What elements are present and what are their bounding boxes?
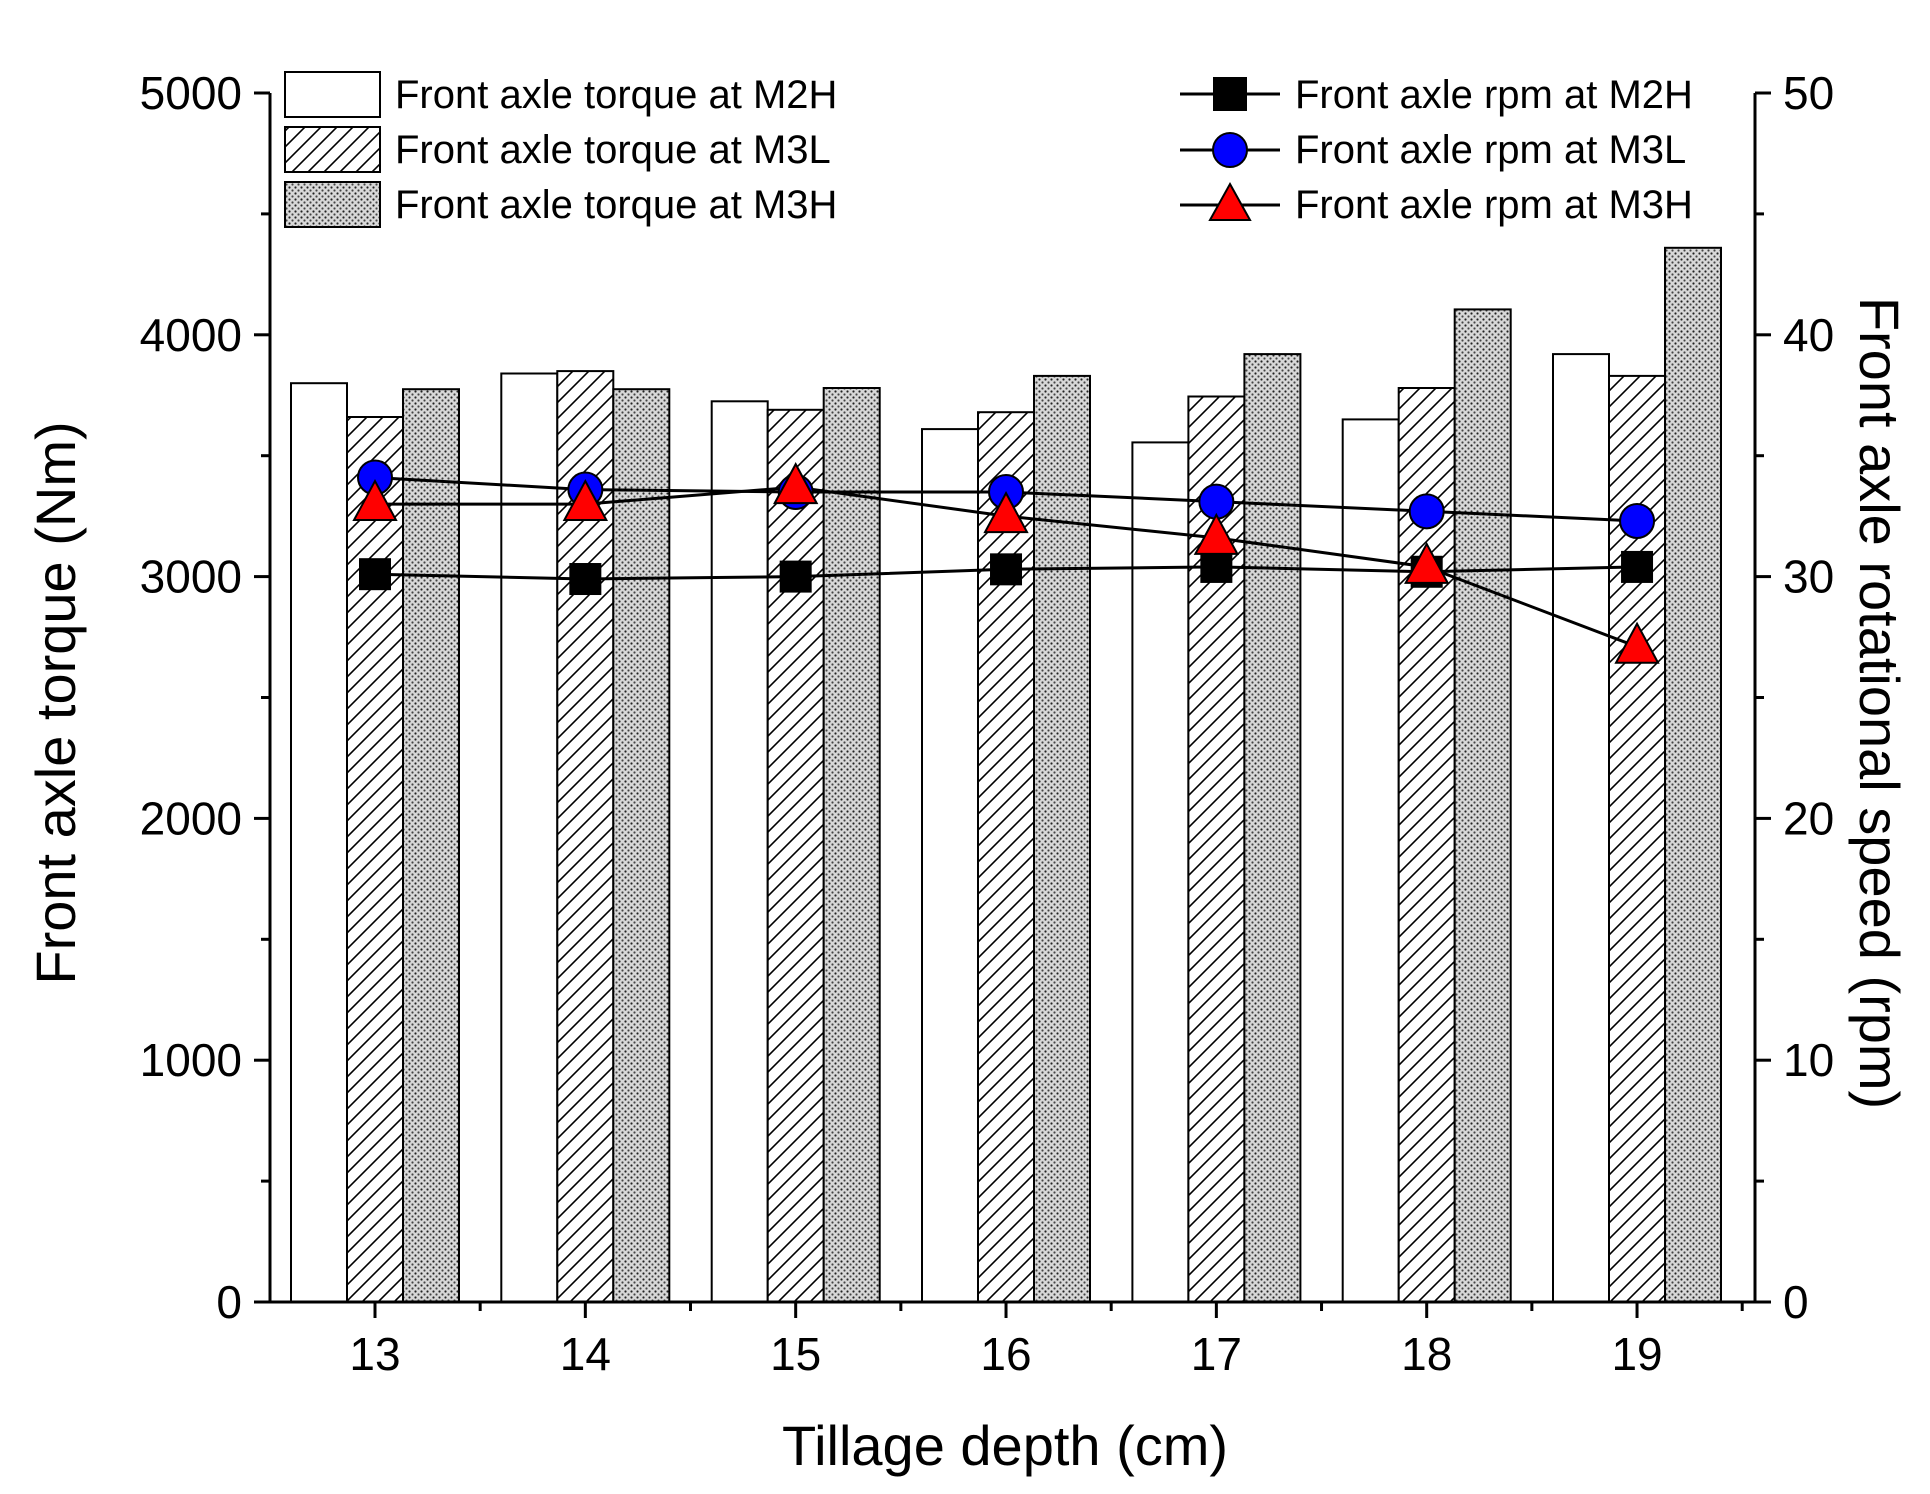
bar-dots-19 [1664,246,1722,1303]
bar-dots-17 [1243,353,1302,1304]
point-triangle-19 [1614,621,1660,664]
y2-tick-label: 40 [1783,309,1834,361]
legend-swatch-m3h-torque [284,181,381,228]
point-circle-19 [1619,502,1656,539]
bar-dots-14 [612,388,671,1303]
legend-label-m3h-rpm: Front axle rpm at M3H [1295,183,1693,227]
bar-hatch-15 [766,408,825,1303]
y2-tick-label: 20 [1783,792,1834,844]
bar-hatch-16 [977,411,1035,1303]
bar-dots-16 [1033,374,1091,1303]
legend-swatch-m3l-torque [284,126,381,173]
bar-white-16 [921,428,979,1304]
y2-tick-label: 30 [1783,551,1834,603]
y2-tick-label: 10 [1783,1034,1834,1086]
point-triangle-14 [562,478,609,522]
legend-bars: Front axle torque at M2H Front axle torq… [284,71,837,228]
y2-tick-label: 50 [1783,67,1834,119]
lines-layer [352,459,1660,664]
y2-tick-label: 0 [1783,1276,1809,1328]
bar-white-14 [500,372,559,1303]
legend-marker-square [1213,77,1247,111]
bar-dots-15 [822,387,881,1303]
y-tick-label: 4000 [140,309,242,361]
y2-axis-title: Front axle rotational speed (rpm) [1848,297,1911,1109]
legend-marker-circle [1212,132,1248,168]
y-axis-title: Front axle torque (Nm) [24,421,87,984]
point-triangle-18 [1404,541,1450,584]
bar-dots-18 [1453,308,1512,1303]
legend-lines: Front axle rpm at M2H Front axle rpm at … [1180,73,1693,227]
point-square-16 [990,553,1023,586]
x-tick-label: 17 [1191,1328,1242,1380]
bar-white-18 [1341,418,1400,1303]
bar-hatch-14 [556,370,615,1304]
legend-swatch-m2h-torque [284,71,381,118]
bar-white-19 [1552,353,1610,1304]
point-triangle-13 [352,478,398,522]
bar-hatch-18 [1397,387,1456,1303]
y-tick-label: 5000 [140,67,242,119]
x-tick-label: 14 [560,1328,611,1380]
point-square-14 [569,563,602,596]
point-circle-18 [1408,493,1445,530]
bar-dots-13 [402,388,460,1303]
y-tick-label: 0 [216,1276,242,1328]
bar-hatch-13 [346,416,404,1303]
bar-white-13 [290,382,348,1303]
x-tick-label: 15 [770,1328,821,1380]
point-square-19 [1621,550,1654,583]
y-tick-label: 2000 [140,792,242,844]
x-axis-title: Tillage depth (cm) [782,1414,1228,1477]
point-triangle-17 [1193,512,1240,555]
x-tick-label: 16 [980,1328,1031,1380]
bar-white-15 [710,400,769,1303]
legend-label-m2h-torque: Front axle torque at M2H [395,73,837,117]
bar-white-17 [1131,441,1190,1303]
x-tick-label: 18 [1401,1328,1452,1380]
y-tick-label: 3000 [140,551,242,603]
y-tick-label: 1000 [140,1034,242,1086]
x-tick-label: 19 [1611,1328,1662,1380]
axes-layer: 0 1000 2000 3000 4000 5000 0 10 20 30 40 50 13 14 15 16… [140,67,1835,1380]
legend-label-m3l-torque: Front axle torque at M3L [395,128,831,172]
legend-label-m3h-torque: Front axle torque at M3H [395,183,837,227]
bars-layer [290,246,1722,1304]
x-tick-label: 13 [349,1328,400,1380]
point-triangle-16 [983,491,1029,534]
point-square-13 [359,558,391,591]
legend-label-m3l-rpm: Front axle rpm at M3L [1295,128,1686,172]
point-square-17 [1200,550,1233,583]
point-square-15 [779,560,812,593]
point-triangle-15 [773,462,819,505]
legend-label-m2h-rpm: Front axle rpm at M2H [1295,73,1693,117]
legend-marker-triangle [1208,181,1252,221]
